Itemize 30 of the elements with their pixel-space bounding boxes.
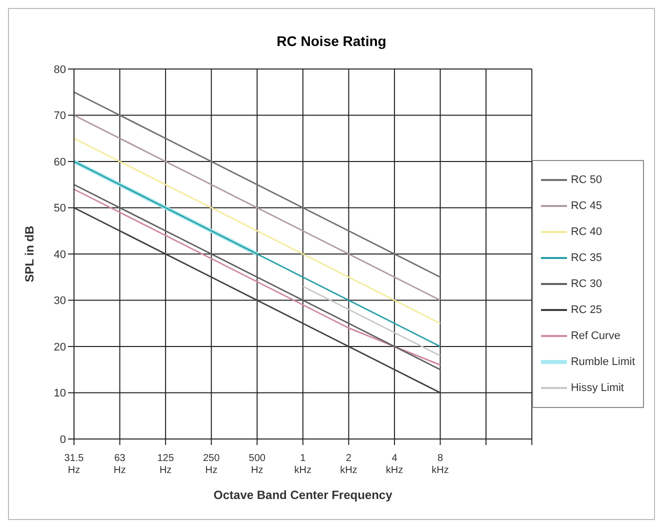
y-axis-title: SPL in dB (22, 225, 36, 282)
legend-label: RC 25 (570, 304, 602, 316)
y-tick-label: 80 (54, 64, 66, 76)
legend-label: Hissy Limit (570, 382, 624, 394)
y-tick-label: 30 (54, 295, 66, 308)
y-tick-label: 50 (54, 202, 66, 215)
x-tick-label: 4 kHz (386, 453, 404, 476)
y-tick-label: 70 (54, 110, 66, 122)
legend-label: RC 45 (570, 200, 602, 212)
chart-title: RC Noise Rating (276, 33, 388, 49)
legend-label: RC 30 (570, 278, 602, 290)
x-axis-title: Octave Band Center Frequency (214, 488, 393, 502)
y-tick-label: 60 (54, 156, 66, 168)
x-tick-label: 125 Hz (157, 453, 174, 476)
x-tick-label: 31.5 Hz (64, 453, 84, 476)
x-tick-label: 1 kHz (294, 453, 312, 476)
x-tick-label: 63 Hz (114, 453, 126, 476)
legend-label: RC 40 (570, 226, 602, 238)
x-tick-label: 2 kHz (340, 453, 358, 476)
y-tick-label: 0 (60, 434, 66, 446)
y-tick-label: 10 (54, 388, 66, 400)
x-tick-label: 500 Hz (248, 453, 266, 476)
legend-label: Ref Curve (570, 330, 620, 342)
x-tick-label: 250 Hz (203, 453, 220, 476)
x-tick-label: 8 kHz (432, 453, 449, 476)
y-tick-label: 40 (54, 248, 66, 261)
legend-label: RC 50 (570, 174, 602, 186)
legend-label: RC 35 (570, 252, 602, 264)
legend-label: Rumble Limit (570, 356, 635, 368)
y-tick-label: 20 (54, 341, 66, 354)
